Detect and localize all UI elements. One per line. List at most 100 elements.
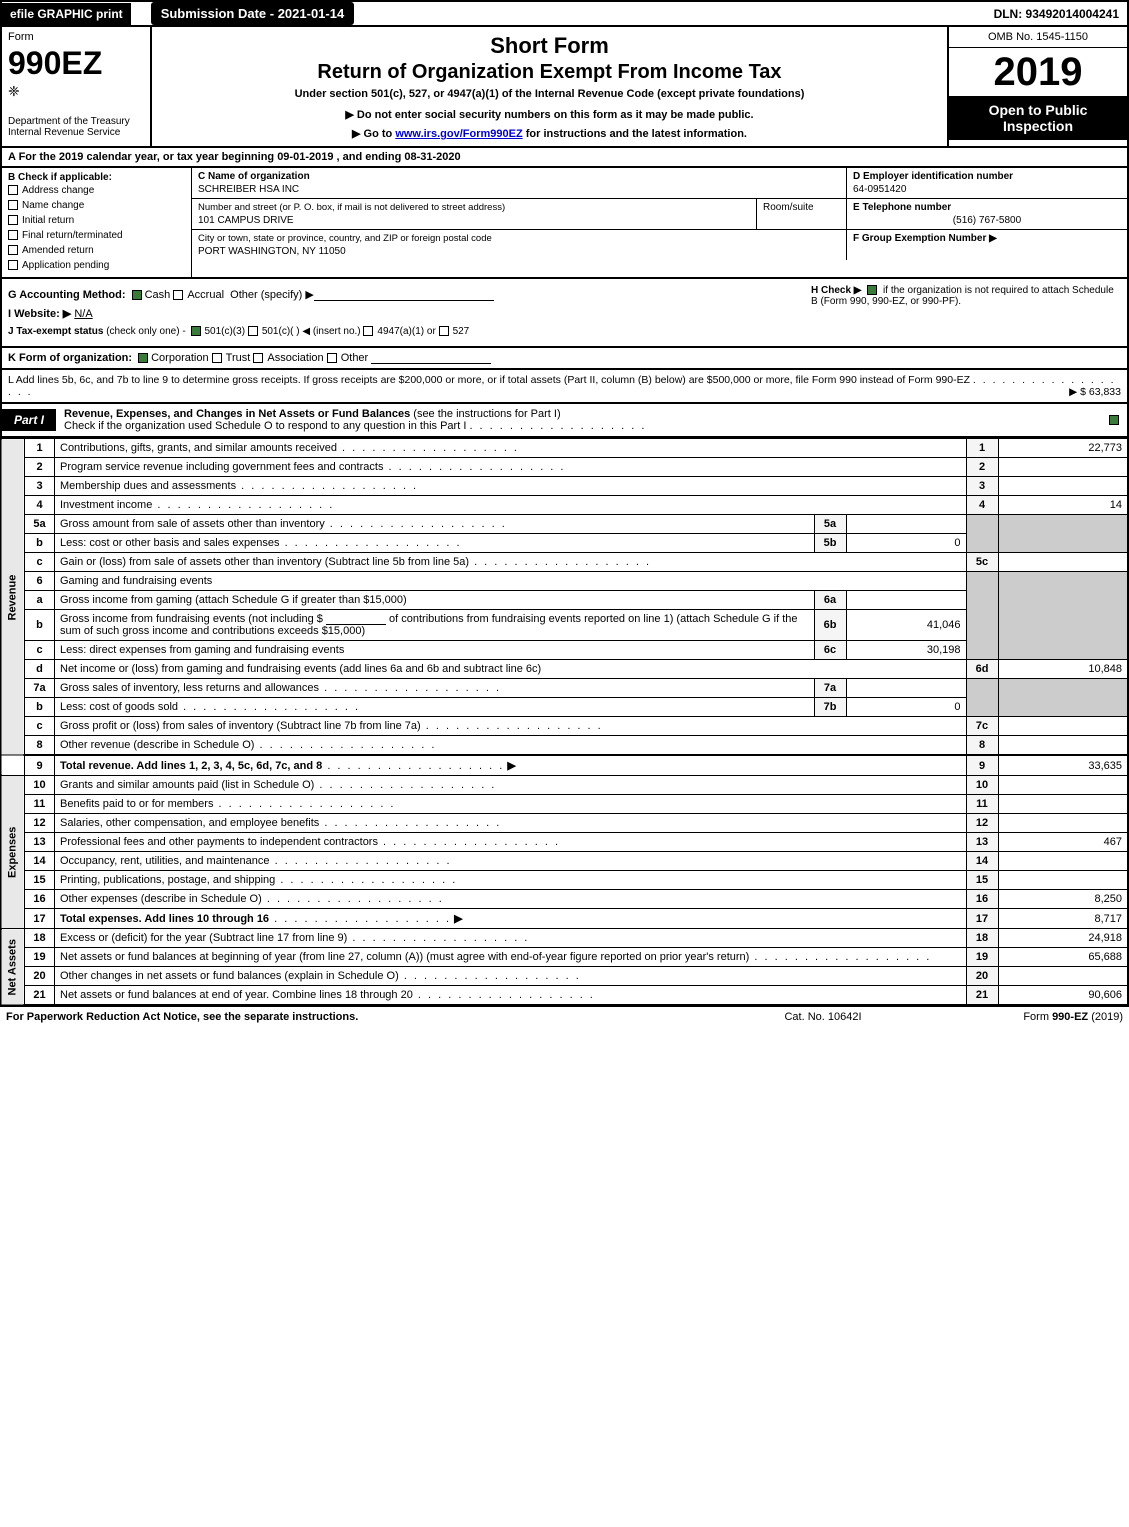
col-amt: 14 xyxy=(998,496,1128,515)
j-label: J Tax-exempt status xyxy=(8,326,103,337)
sub-amt: 41,046 xyxy=(846,610,966,641)
checkbox-icon xyxy=(8,245,18,255)
sub-no: 6a xyxy=(814,591,846,610)
dots xyxy=(280,537,462,549)
desc-text: Net assets or fund balances at end of ye… xyxy=(60,989,413,1001)
dots xyxy=(749,951,931,963)
chk-amended-return[interactable]: Amended return xyxy=(8,243,185,258)
table-row: 9 Total revenue. Add lines 1, 2, 3, 4, 5… xyxy=(1,755,1128,776)
h-label: H Check ▶ xyxy=(811,285,861,296)
col-no: 10 xyxy=(966,776,998,795)
line-no: 15 xyxy=(25,871,55,890)
top-bar: efile GRAPHIC print Submission Date - 20… xyxy=(0,0,1129,25)
checkbox-icon[interactable] xyxy=(248,326,258,336)
l-gross-receipts: L Add lines 5b, 6c, and 7b to line 9 to … xyxy=(0,370,1129,404)
dots xyxy=(469,420,646,432)
line-no: 9 xyxy=(25,755,55,776)
col-amt xyxy=(998,736,1128,756)
col-no: 12 xyxy=(966,814,998,833)
footer-right-pre: Form xyxy=(1023,1011,1052,1023)
col-no: 20 xyxy=(966,967,998,986)
footer-right-post: (2019) xyxy=(1091,1011,1123,1023)
checkbox-checked-icon[interactable] xyxy=(191,326,201,336)
col-c-thru-f: C Name of organization SCHREIBER HSA INC… xyxy=(192,168,1127,277)
checkbox-checked-icon[interactable] xyxy=(867,285,877,295)
chk-address-change[interactable]: Address change xyxy=(8,183,185,198)
chk-name-change[interactable]: Name change xyxy=(8,198,185,213)
sub-no: 6c xyxy=(814,641,846,660)
table-row: b Less: cost or other basis and sales ex… xyxy=(1,534,1128,553)
table-row: 2 Program service revenue including gove… xyxy=(1,458,1128,477)
line-no: 21 xyxy=(25,986,55,1006)
desc-text: Salaries, other compensation, and employ… xyxy=(60,817,319,829)
checkbox-icon[interactable] xyxy=(212,353,222,363)
line-no: 2 xyxy=(25,458,55,477)
line-desc: Salaries, other compensation, and employ… xyxy=(55,814,967,833)
side-label-revenue: Revenue xyxy=(1,439,25,756)
checkbox-icon xyxy=(8,185,18,195)
table-row: 4 Investment income 4 14 xyxy=(1,496,1128,515)
line-no: 4 xyxy=(25,496,55,515)
checkbox-checked-icon[interactable] xyxy=(1109,415,1119,425)
line-desc: Gaming and fundraising events xyxy=(55,572,967,591)
open-to-public: Open to Public Inspection xyxy=(949,96,1127,140)
irs-link[interactable]: www.irs.gov/Form990EZ xyxy=(395,128,522,140)
col-no: 7c xyxy=(966,717,998,736)
j-opt1: 501(c)(3) xyxy=(204,326,245,337)
checkbox-checked-icon[interactable] xyxy=(132,290,142,300)
checkbox-icon[interactable] xyxy=(363,326,373,336)
sub-amt: 30,198 xyxy=(846,641,966,660)
table-row: d Net income or (loss) from gaming and f… xyxy=(1,660,1128,679)
dots xyxy=(378,836,560,848)
c-value: SCHREIBER HSA INC xyxy=(198,182,840,195)
table-row: 3 Membership dues and assessments 3 xyxy=(1,477,1128,496)
line-desc: Gross income from gaming (attach Schedul… xyxy=(55,591,815,610)
col-amt xyxy=(998,795,1128,814)
desc-text: Other revenue (describe in Schedule O) xyxy=(60,739,254,751)
checkbox-checked-icon[interactable] xyxy=(138,353,148,363)
part-1-check-line: Check if the organization used Schedule … xyxy=(64,420,466,432)
row-a-tax-year: A For the 2019 calendar year, or tax yea… xyxy=(0,148,1129,168)
line-no: b xyxy=(25,534,55,553)
dots xyxy=(178,701,360,713)
header-right: OMB No. 1545-1150 2019 Open to Public In… xyxy=(947,27,1127,146)
grey-cell xyxy=(966,679,998,717)
col-amt: 10,848 xyxy=(998,660,1128,679)
chk-final-return[interactable]: Final return/terminated xyxy=(8,228,185,243)
chk-application-pending[interactable]: Application pending xyxy=(8,258,185,273)
efile-label[interactable]: efile GRAPHIC print xyxy=(2,3,131,25)
i-website: I Website: ▶ N/A xyxy=(8,304,811,323)
checkbox-icon[interactable] xyxy=(173,290,183,300)
col-b-header: B Check if applicable: xyxy=(8,172,185,183)
city-label: City or town, state or province, country… xyxy=(198,233,840,244)
irs-label: Internal Revenue Service xyxy=(8,127,144,138)
line-desc: Gross sales of inventory, less returns a… xyxy=(55,679,815,698)
line-no: 1 xyxy=(25,439,55,458)
form-word: Form xyxy=(8,31,144,43)
checkbox-icon[interactable] xyxy=(439,326,449,336)
desc-text: Less: cost or other basis and sales expe… xyxy=(60,537,280,549)
table-row: c Gross profit or (loss) from sales of i… xyxy=(1,717,1128,736)
line-no: 6 xyxy=(25,572,55,591)
dots xyxy=(319,817,501,829)
line-no: b xyxy=(25,698,55,717)
checkbox-icon xyxy=(8,215,18,225)
col-no: 1 xyxy=(966,439,998,458)
chk-label: Final return/terminated xyxy=(22,230,123,241)
checkbox-icon[interactable] xyxy=(253,353,263,363)
desc-text: Other expenses (describe in Schedule O) xyxy=(60,893,262,905)
addr-label: Number and street (or P. O. box, if mail… xyxy=(198,202,750,213)
table-row: 8 Other revenue (describe in Schedule O)… xyxy=(1,736,1128,756)
table-row: 5a Gross amount from sale of assets othe… xyxy=(1,515,1128,534)
line-no: 5a xyxy=(25,515,55,534)
checkbox-icon[interactable] xyxy=(327,353,337,363)
addr-box: Number and street (or P. O. box, if mail… xyxy=(192,199,757,229)
line-desc: Investment income xyxy=(55,496,967,515)
part-1-table: Revenue 1 Contributions, gifts, grants, … xyxy=(0,438,1129,1006)
side-label-netassets: Net Assets xyxy=(1,929,25,1006)
line-desc: Net income or (loss) from gaming and fun… xyxy=(55,660,967,679)
chk-initial-return[interactable]: Initial return xyxy=(8,213,185,228)
header-center: Short Form Return of Organization Exempt… xyxy=(152,27,947,146)
sub-amt xyxy=(846,515,966,534)
under-section: Under section 501(c), 527, or 4947(a)(1)… xyxy=(164,84,935,100)
